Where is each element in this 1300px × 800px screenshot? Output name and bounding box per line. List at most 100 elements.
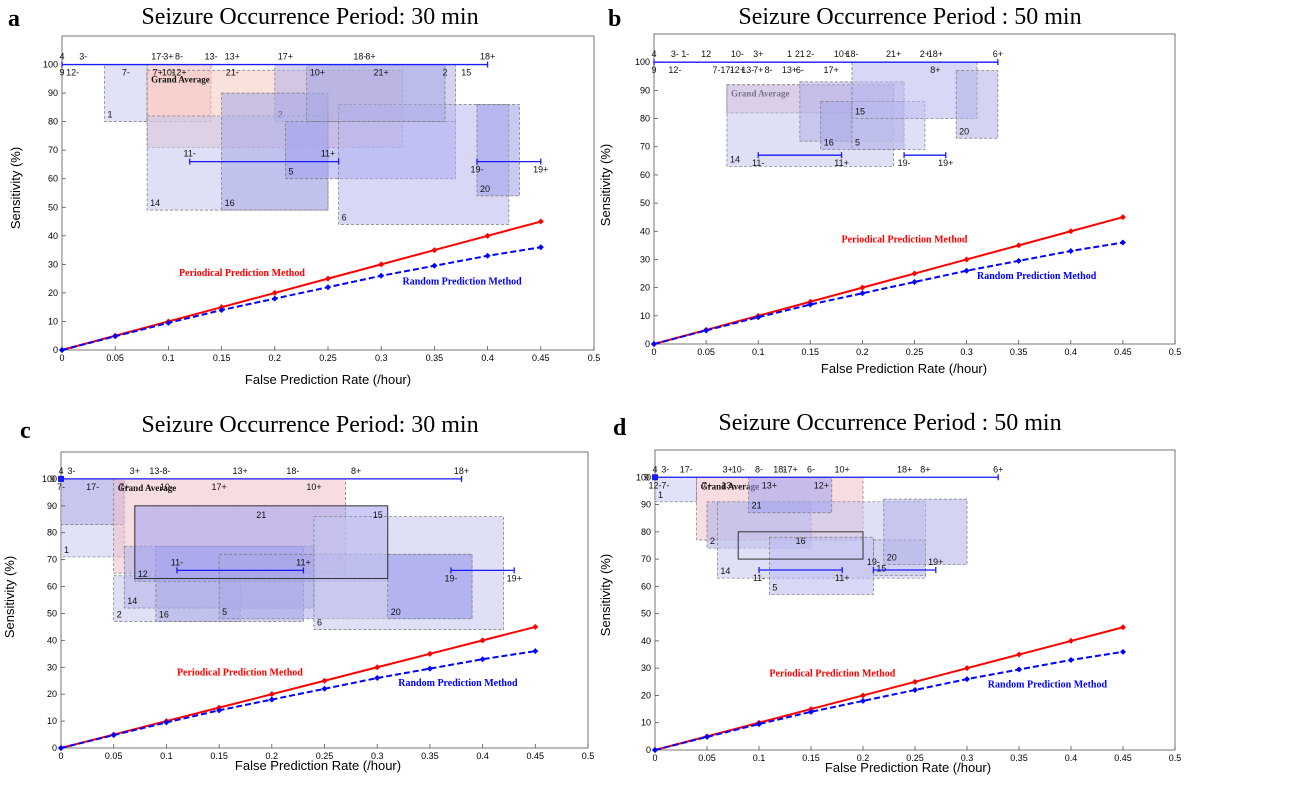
range-label: 11+ [835,573,850,583]
y-tick-label: 0 [52,743,57,753]
x-axis-label: False Prediction Rate (/hour) [825,760,991,775]
range-label: 17+ [823,65,838,75]
x-tick-label: 0.35 [421,751,439,761]
x-tick-label: 0.1 [162,353,175,363]
x-tick-label: 0.5 [582,751,595,761]
x-axis-label: False Prediction Rate (/hour) [821,361,987,376]
range-label: 11- [752,158,764,168]
data-point [1068,657,1074,663]
data-point [912,687,918,693]
x-tick-label: 0.45 [532,353,550,363]
range-label: 8- [162,466,170,476]
chart-title: Seizure Occurrence Period : 50 min [738,4,1081,30]
range-label: 11- [184,149,196,159]
data-point [1067,248,1074,254]
range-label: 18+ [454,466,469,476]
data-point [859,284,866,291]
x-tick-label: 0.4 [476,751,489,761]
range-label: 10- [160,482,173,492]
range-label: 11+ [296,557,311,567]
range-label: 12- [668,65,681,75]
x-tick-label: 0.1 [752,347,765,357]
range-label: 7+ [153,68,163,78]
box-label: 5 [222,607,227,617]
y-tick-label: 40 [48,231,58,241]
data-point [1016,666,1022,673]
x-tick-label: 0.25 [316,751,334,761]
data-point [431,262,438,269]
x-tick-label: 0.3 [371,751,384,761]
y-axis-label: Sensitivity (%) [8,147,23,229]
x-tick-label: 0.5 [1169,753,1182,763]
data-point [321,685,328,692]
y-tick-label: 0 [53,345,58,355]
x-tick-label: 0.1 [753,753,766,763]
y-tick-label: 0 [645,339,650,349]
range-label: 2+ [920,49,930,59]
box-label: 20 [480,184,490,194]
box-label: 21 [752,501,762,511]
series-label: Random Prediction Method [977,271,1097,282]
y-tick-label: 10 [641,718,651,728]
data-point [484,232,491,239]
data-point [378,272,385,279]
data-point [110,732,117,739]
range-label: 8+ [351,466,361,476]
data-point [911,279,918,285]
box-label: 6 [317,618,322,628]
x-axis-label: False Prediction Rate (/hour) [235,758,401,773]
series-label: Periodical Prediction Method [179,268,305,279]
range-label: 4 [651,49,656,59]
box-label: 2 [117,610,122,620]
range-label: 13+ [762,480,777,490]
series-line [60,650,536,749]
data-point [532,648,539,655]
range-label: 21- [226,68,239,78]
range-label: 8- [765,65,773,75]
box-label: 14 [127,596,137,606]
range-label: 9 [644,472,649,482]
x-tick-label: 0 [58,751,63,761]
data-point [964,676,970,683]
range-label: 19- [444,573,457,583]
y-tick-label: 60 [48,174,58,184]
data-point [1068,637,1074,644]
range-label: 10- [162,68,175,78]
range-label: 12+ [814,480,829,490]
box-label: 1 [108,110,113,120]
y-tick-label: 50 [47,608,57,618]
y-tick-label: 30 [641,663,651,673]
chart-title: Seizure Occurrence Period: 30 min [141,4,478,30]
data-point [537,244,544,251]
series-label: Random Prediction Method [402,276,522,287]
y-tick-label: 90 [640,85,650,95]
y-tick-label: 10 [47,716,57,726]
y-tick-label: 90 [48,88,58,98]
range-label: 8- [175,52,183,62]
range-label: 21 [795,49,805,59]
range-label: 7+ [753,65,763,75]
data-point [484,252,491,259]
series-line [654,626,1124,751]
x-tick-label: 0.35 [1010,753,1028,763]
data-point [112,333,119,340]
panel-letter: c [20,418,31,444]
data-point [860,697,866,704]
data-point [59,347,65,353]
patient-range-box [769,536,874,595]
x-tick-label: 0 [651,347,656,357]
range-label: 18+ [480,52,495,62]
data-point [374,675,381,682]
x-tick-label: 0.15 [802,753,820,763]
y-tick-label: 40 [47,635,57,645]
range-label: 8- [755,464,763,474]
box-label: 5 [855,138,860,148]
range-label: 7- [661,480,669,490]
range-label: 11- [171,557,183,567]
x-tick-label: 0.4 [1065,753,1078,763]
data-point [1119,214,1126,221]
range-label: 3+ [163,52,173,62]
range-label: 6+ [993,464,1003,474]
range-label: 13- [721,480,734,490]
y-tick-label: 40 [641,636,651,646]
